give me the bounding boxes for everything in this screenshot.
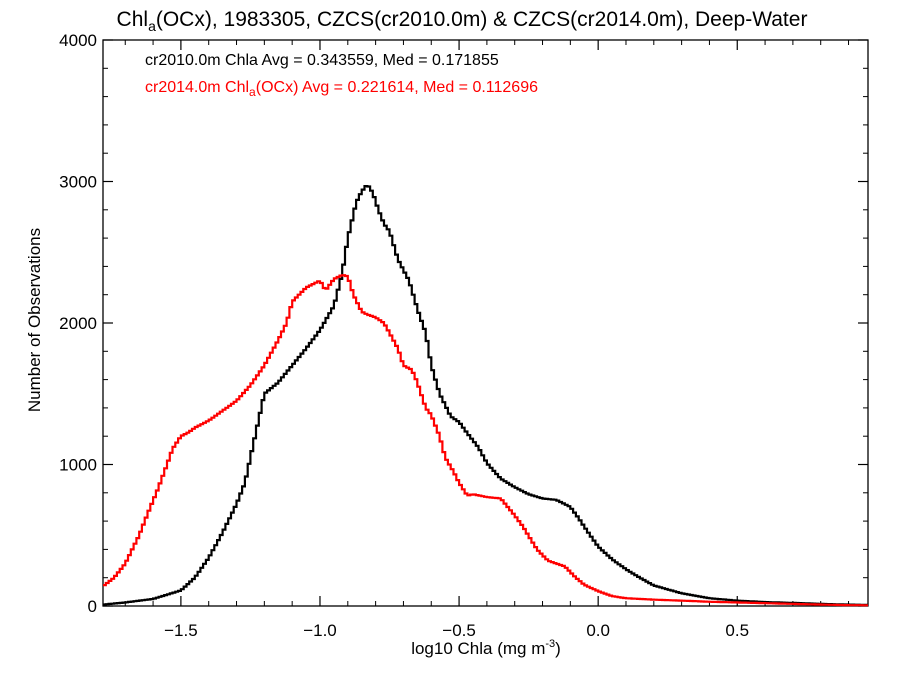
- x-tick-label: −1.0: [303, 621, 337, 640]
- legend-red-subscript: a: [249, 85, 256, 99]
- legend-entry-black: cr2010.0m Chla Avg = 0.343559, Med = 0.1…: [145, 52, 499, 69]
- chart-title-prefix: Chl: [117, 8, 149, 31]
- chart-title-rest: (OCx), 1983305, CZCS(cr2010.0m) & CZCS(c…: [156, 8, 808, 31]
- legend-red-part-b: (OCx) Avg = 0.221614, Med = 0.112696: [256, 79, 538, 96]
- x-axis-label-main: log10 Chla (mg m: [411, 639, 545, 658]
- x-tick-label: 0.5: [725, 621, 749, 640]
- series-layer: [103, 185, 868, 607]
- x-axis-label-close: ): [555, 639, 561, 658]
- chart-title-subscript: a: [148, 18, 156, 34]
- y-tick-label: 1000: [59, 456, 97, 475]
- y-tick-label: 3000: [59, 173, 97, 192]
- y-tick-label: 0: [88, 597, 97, 616]
- chart-title: Chla(OCx), 1983305, CZCS(cr2010.0m) & CZ…: [117, 8, 808, 34]
- x-tick-label: −0.5: [442, 621, 476, 640]
- series-line-cr2014: [103, 274, 868, 607]
- legend-red-part-a: cr2014.0m Chl: [145, 79, 249, 96]
- axis-ticks: −1.5 −1.0 −0.5 0.0 0.5 0 1000 2000 3000 4000: [59, 31, 868, 640]
- plot-frame: [102, 39, 869, 607]
- y-tick-label: 2000: [59, 314, 97, 333]
- legend-entry-red: cr2014.0m Chla(OCx) Avg = 0.221614, Med …: [145, 79, 538, 99]
- series-line-cr2010: [103, 185, 868, 606]
- y-tick-label: 4000: [59, 31, 97, 50]
- x-tick-label: −1.5: [164, 621, 198, 640]
- y-axis-label: Number of Observations: [25, 228, 44, 412]
- x-axis-label-sup: -3: [545, 638, 555, 650]
- x-axis-label: log10 Chla (mg m-3): [411, 638, 561, 658]
- x-tick-label: 0.0: [586, 621, 610, 640]
